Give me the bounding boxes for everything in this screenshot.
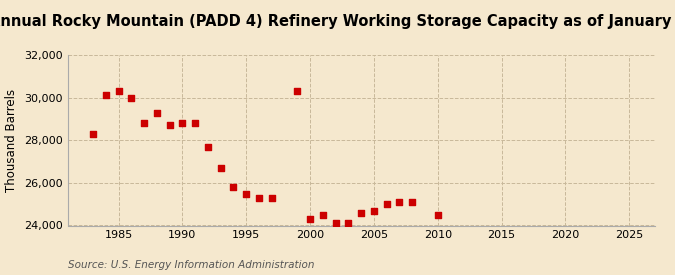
Point bbox=[241, 191, 252, 196]
Point bbox=[407, 200, 418, 204]
Point bbox=[304, 217, 315, 221]
Y-axis label: Thousand Barrels: Thousand Barrels bbox=[5, 89, 18, 192]
Point bbox=[215, 166, 226, 170]
Point bbox=[330, 221, 341, 226]
Point bbox=[267, 196, 277, 200]
Point bbox=[126, 95, 137, 100]
Point bbox=[228, 185, 239, 189]
Point bbox=[151, 110, 162, 115]
Point bbox=[190, 121, 200, 125]
Point bbox=[202, 144, 213, 149]
Point bbox=[432, 213, 443, 217]
Point bbox=[138, 121, 149, 125]
Point bbox=[394, 200, 405, 204]
Point bbox=[317, 213, 328, 217]
Point bbox=[113, 89, 124, 94]
Text: Annual Rocky Mountain (PADD 4) Refinery Working Storage Capacity as of January 1: Annual Rocky Mountain (PADD 4) Refinery … bbox=[0, 14, 675, 29]
Point bbox=[381, 202, 392, 206]
Point bbox=[369, 208, 379, 213]
Point bbox=[88, 132, 99, 136]
Point bbox=[356, 210, 367, 215]
Point bbox=[177, 121, 188, 125]
Point bbox=[164, 123, 175, 128]
Text: Source: U.S. Energy Information Administration: Source: U.S. Energy Information Administ… bbox=[68, 260, 314, 270]
Point bbox=[292, 89, 302, 94]
Point bbox=[254, 196, 265, 200]
Point bbox=[343, 221, 354, 226]
Point bbox=[101, 93, 111, 98]
